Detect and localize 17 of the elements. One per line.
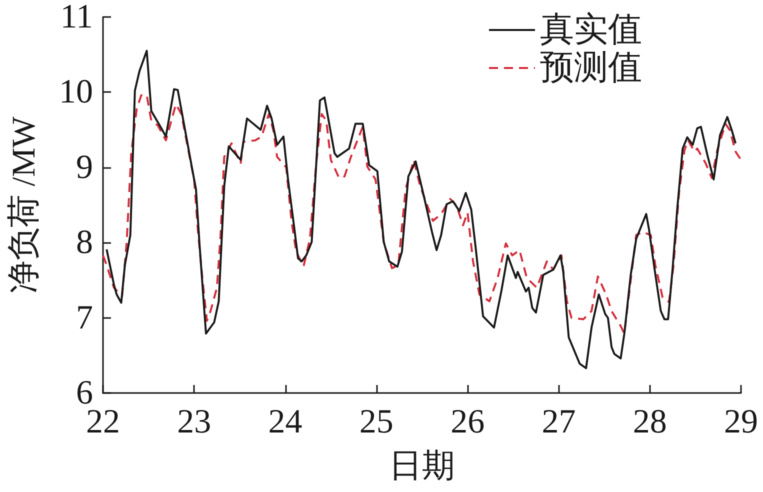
y-axis-title: 净负荷 /MW [6, 116, 42, 294]
x-tick-label: 27 [542, 404, 576, 440]
y-tick-label: 8 [76, 224, 93, 262]
x-tick-label: 26 [450, 404, 485, 440]
x-tick-label: 28 [632, 404, 667, 440]
legend-label: 真实值 [540, 12, 642, 48]
x-axis-title: 日期 [389, 448, 455, 484]
legend-label: 预测值 [540, 50, 642, 86]
x-tick-label: 24 [268, 404, 302, 440]
line-series [102, 94, 742, 335]
x-tick-label: 23 [177, 404, 212, 440]
y-tick-label: 10 [59, 74, 93, 111]
y-tick-label: 9 [76, 148, 93, 186]
x-tick-label: 25 [359, 404, 394, 440]
x-tick-label: 29 [724, 404, 758, 440]
y-tick-label: 7 [76, 299, 93, 336]
y-tick-label: 11 [60, 0, 93, 36]
